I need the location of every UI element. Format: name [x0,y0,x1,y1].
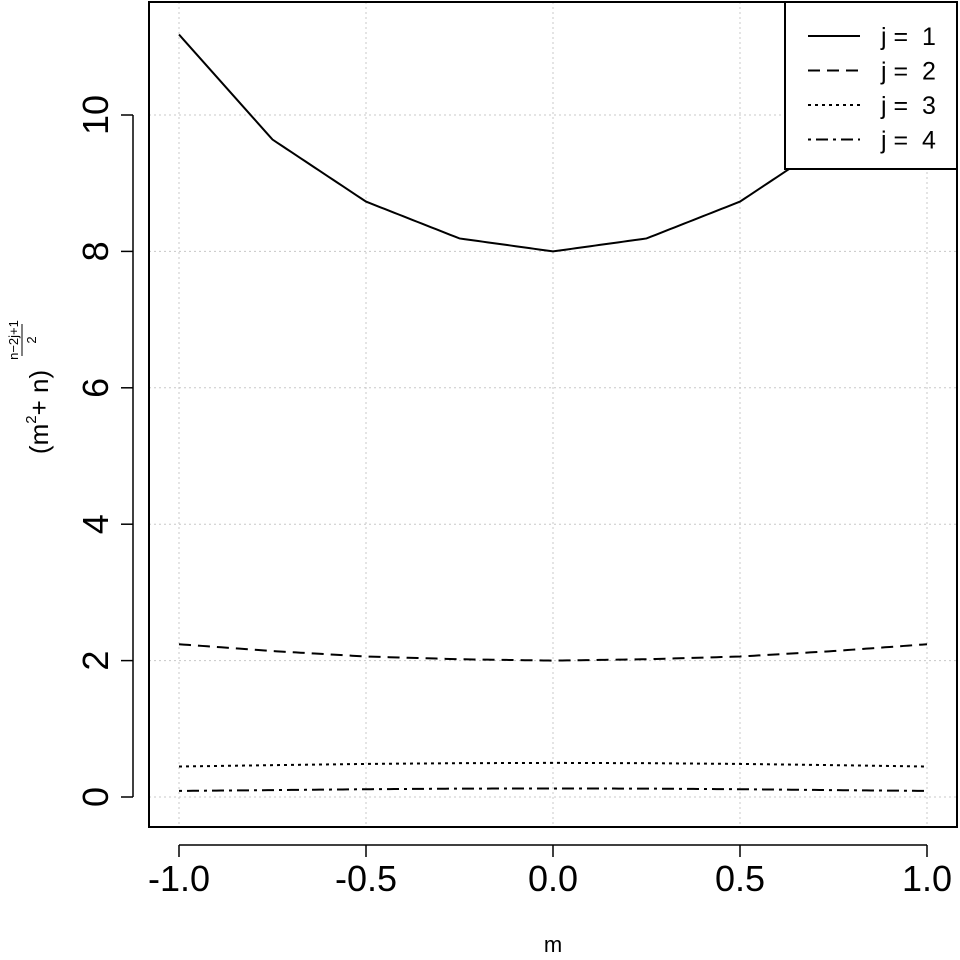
x-tick-label: 0.5 [715,858,765,899]
y-axis-title: (m2+ n) n−2j+1 2 [6,320,54,454]
x-tick-label: 0.0 [528,858,578,899]
y-axis-title-sup: 2 [23,415,40,423]
x-axis-title: m [544,932,562,957]
x-tick-label: 1.0 [902,858,952,899]
legend-label-j3: j = 3 [880,92,936,120]
legend-label-j1: j = 1 [880,23,936,51]
x-tick-label: -1.0 [148,858,210,899]
y-tick-label: 10 [75,95,116,135]
svg-text:(m2+ n): (m2+ n) [23,370,54,454]
y-tick-label: 4 [75,514,116,534]
x-axis: -1.0 -0.5 0.0 0.5 1.0 [148,844,952,899]
y-axis-title-exp-numerator: n−2j+1 [6,320,21,360]
legend-label-j2: j = 2 [880,58,936,86]
legend-entries: j = 1 j = 2 j = 3 j = 4 [808,23,936,155]
y-axis-title-exp-denominator: 2 [24,336,39,343]
y-axis-title-mid: + n) [24,370,54,416]
series-line-j2 [178,643,928,662]
plot-frame [148,1,958,828]
series-line-j3 [178,761,928,768]
y-tick-label: 0 [75,787,116,807]
y-tick-label: 2 [75,651,116,671]
legend-box [784,1,958,170]
y-tick-label: 6 [75,378,116,398]
y-tick-label: 8 [75,241,116,261]
x-tick-label: -0.5 [335,858,397,899]
legend: j = 1 j = 2 j = 3 j = 4 [784,1,958,170]
y-axis-title-base: (m [24,424,54,454]
legend-label-j4: j = 4 [880,127,936,155]
y-axis: 0 2 4 6 8 10 [75,95,134,807]
